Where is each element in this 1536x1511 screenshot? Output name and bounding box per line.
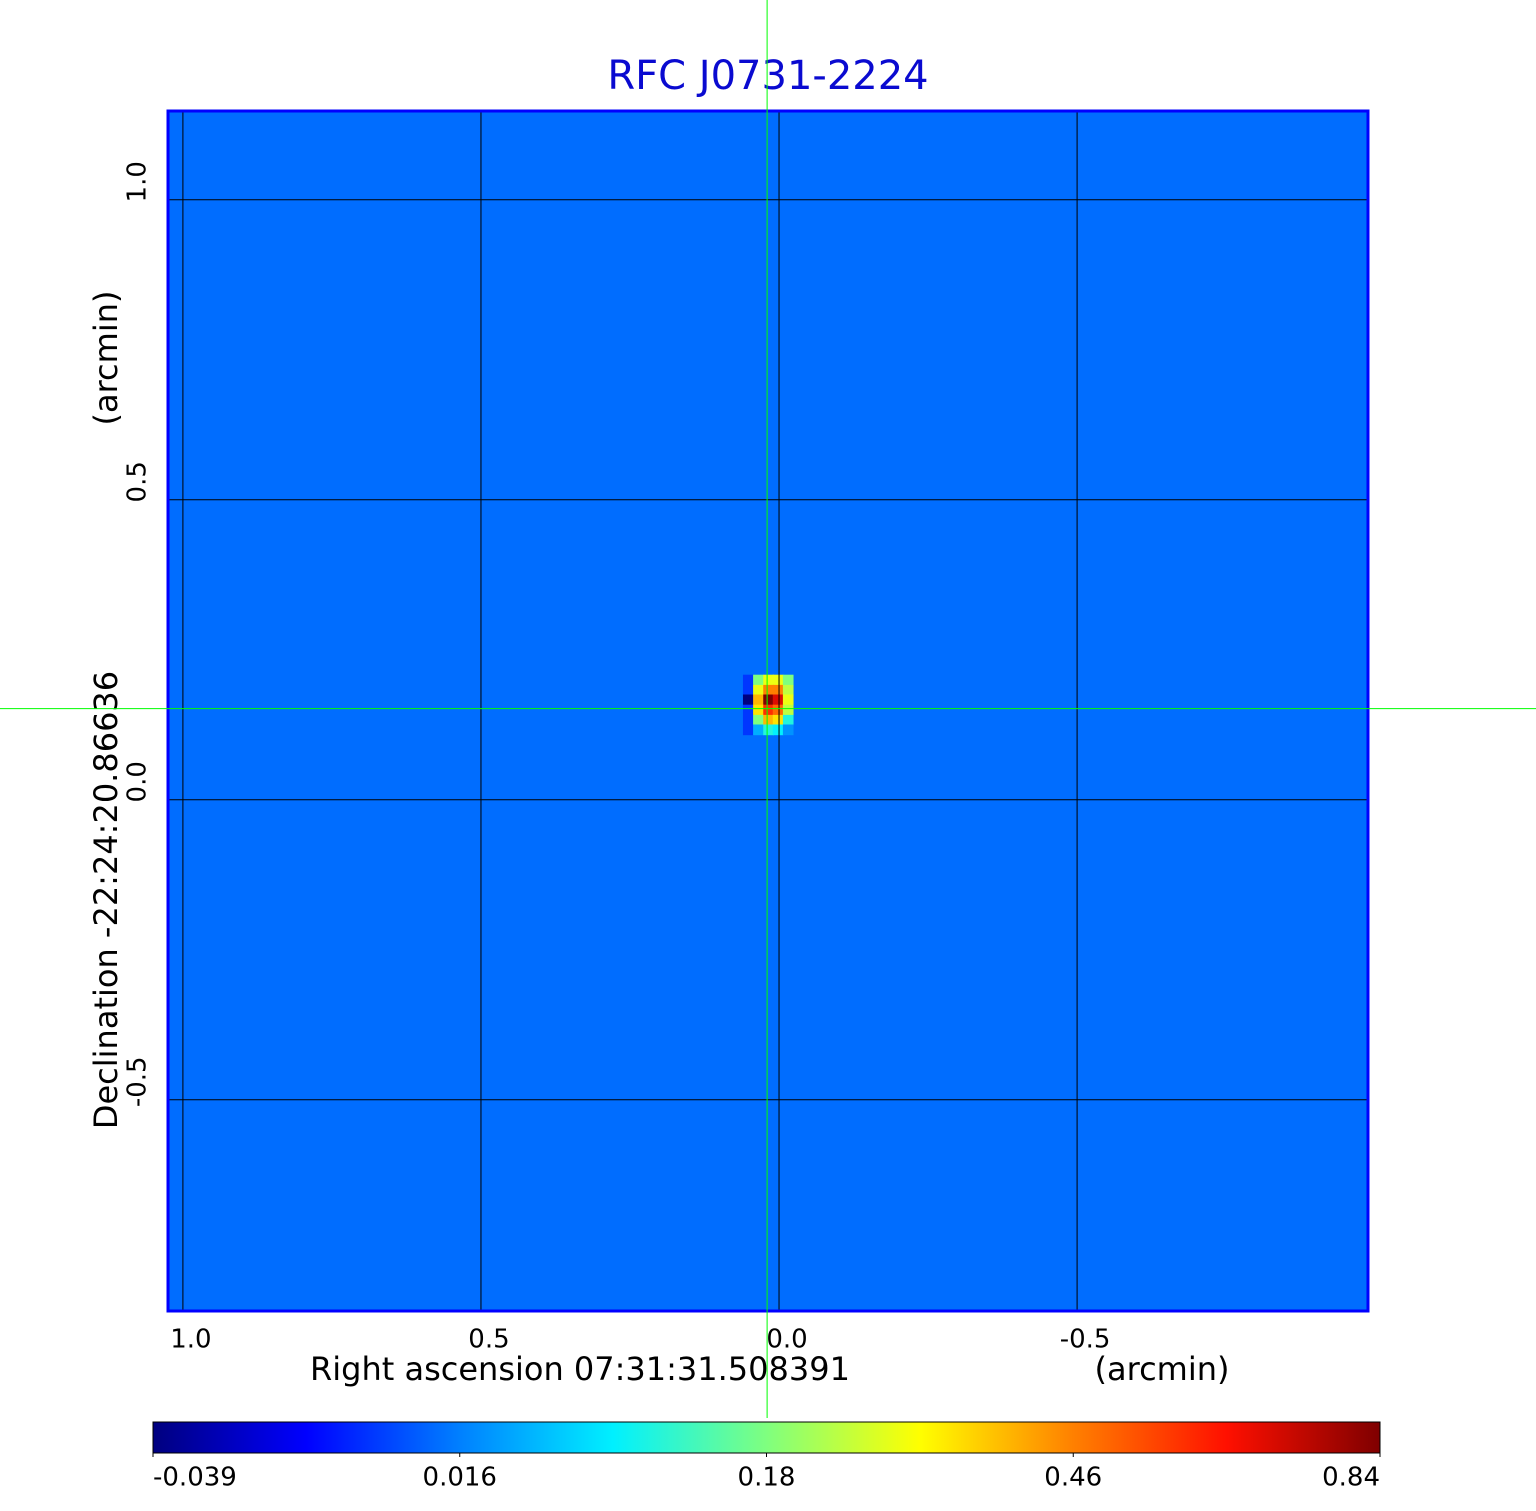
y-axis-unit: (arcmin) <box>87 291 125 426</box>
image-pixel <box>763 724 774 736</box>
y-axis-label: Declination -22:24:20.86636 <box>87 671 125 1129</box>
image-pixel <box>782 724 794 736</box>
image-pixel <box>763 684 774 696</box>
image-pixel <box>782 674 794 686</box>
colorbar-tick-label: 0.016 <box>423 1463 497 1493</box>
image-pixel <box>772 714 784 726</box>
y-tick-label: 0.5 <box>123 461 153 502</box>
image-pixel <box>742 714 754 726</box>
image-pixel <box>753 694 764 706</box>
image-pixel <box>782 694 794 706</box>
image-pixel <box>753 684 764 696</box>
image-pixel <box>753 714 764 726</box>
image-pixel <box>753 674 764 686</box>
image-pixel <box>763 714 774 726</box>
image-pixel <box>782 714 794 726</box>
image-pixel <box>742 684 754 696</box>
chart-title: RFC J0731-2224 <box>607 53 928 99</box>
colorbar <box>152 1421 1381 1454</box>
image-pixel <box>772 724 784 736</box>
image-pixel <box>753 704 764 716</box>
image-pixel <box>763 694 774 706</box>
y-tick-label: 1.0 <box>123 161 153 202</box>
image-pixel <box>763 674 774 686</box>
y-tick-label: 0.0 <box>123 761 153 802</box>
x-tick-label: -0.5 <box>1060 1325 1111 1355</box>
image-pixel <box>753 724 764 736</box>
y-tick-label: -0.5 <box>123 1056 153 1107</box>
x-axis-label: Right ascension 07:31:31.508391 <box>310 1350 850 1388</box>
image-pixel <box>742 704 754 716</box>
image-pixel <box>772 704 784 716</box>
x-tick-label: 1.0 <box>170 1325 211 1355</box>
colorbar-tick-label: 0.84 <box>1322 1463 1380 1493</box>
image-pixel <box>772 694 784 706</box>
image-pixel <box>742 694 754 706</box>
x-tick-label: 0.5 <box>468 1325 509 1355</box>
image-pixel <box>782 684 794 696</box>
image-pixel <box>742 674 754 686</box>
x-axis-unit: (arcmin) <box>1095 1350 1230 1388</box>
image-pixel <box>782 704 794 716</box>
colorbar-tick-label: -0.039 <box>153 1463 237 1493</box>
image-pixel <box>742 724 754 736</box>
x-tick-label: 0.0 <box>766 1325 807 1355</box>
plot-frame <box>166 109 1370 1313</box>
colorbar-tick-label: 0.46 <box>1044 1463 1102 1493</box>
image-pixel <box>772 684 784 696</box>
colorbar-tick-label: 0.18 <box>738 1463 796 1493</box>
image-pixel <box>772 674 784 686</box>
image-pixel <box>763 704 774 716</box>
